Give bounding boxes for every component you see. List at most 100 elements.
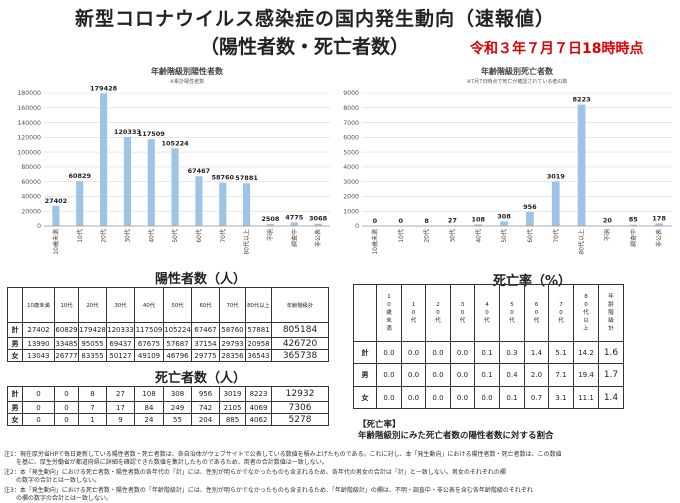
y-tick-label: 8000 (343, 105, 359, 112)
bar (526, 212, 534, 226)
table-cell: 5278 (272, 414, 329, 426)
table-cell: 179428 (79, 323, 107, 338)
table-cell: 2.0 (525, 364, 549, 387)
table-cell: 26777 (55, 350, 79, 362)
table-cell: 120333 (107, 323, 135, 338)
positive-table-heading: 陽性者数（人） (155, 268, 246, 287)
data-label: 108 (471, 215, 485, 223)
table-cell: 0 (55, 387, 79, 402)
x-tick-label: 10代 (397, 229, 405, 243)
header-corner (8, 288, 23, 323)
data-label: 179428 (90, 84, 118, 92)
column-header: 年齢階級計 (272, 288, 329, 323)
footnote-1b: を基に、厚生労働省が都道府県に詳細を確認できた数値を集計したものであるため、両者… (4, 459, 328, 467)
mortality-note-text: 年齢階級別にみた死亡者数の陽性者数に対する割合 (358, 431, 554, 442)
table-cell: 13990 (23, 338, 55, 350)
table-cell: 0 (23, 402, 55, 414)
data-label: 67467 (188, 167, 211, 175)
data-label: 0 (398, 217, 403, 225)
table-cell: 1 (79, 414, 107, 426)
table-cell: 8223 (246, 387, 272, 402)
table-cell: 95055 (79, 338, 107, 350)
table-cell: 426720 (272, 338, 329, 350)
page-subtitle: （陽性者数・死亡者数） (200, 32, 409, 59)
table-cell: 46796 (164, 350, 192, 362)
x-tick-label: 10歳未満 (52, 229, 60, 255)
x-tick-label: 調査中 (629, 229, 637, 247)
table-cell: 27 (107, 387, 135, 402)
table-cell: 0.0 (426, 364, 451, 387)
column-header: 30代 (107, 288, 135, 323)
header-corner (354, 285, 377, 342)
y-tick-label: 4000 (343, 164, 359, 171)
row-label: 男 (8, 402, 23, 414)
row-label: 男 (354, 364, 377, 387)
table-cell: 0.0 (402, 364, 426, 387)
footnote-1a: 注1：現在厚労省HPで毎日更新している陽性者数・死亡者数は、各自治体がウェブサイ… (4, 451, 562, 459)
column-header: 20代 (79, 288, 107, 323)
y-tick-label: 60000 (21, 179, 41, 186)
report-date: 令和３年７月７日18時時点 (470, 38, 643, 58)
table-cell: 12932 (272, 387, 329, 402)
x-tick-label: 20代 (423, 229, 431, 243)
data-label: 58760 (211, 174, 234, 182)
data-label: 117509 (138, 130, 166, 138)
x-tick-label: 不明 (604, 229, 611, 241)
table-cell: 29775 (192, 350, 220, 362)
data-label: 308 (497, 212, 511, 220)
data-label: 57881 (235, 174, 258, 182)
data-label: 0 (373, 217, 378, 225)
table-cell: 84 (135, 402, 164, 414)
x-tick-label: 10代 (76, 229, 84, 243)
table-cell: 0.0 (402, 387, 426, 409)
y-tick-label: 1000 (343, 208, 359, 215)
table-cell: 805184 (272, 323, 329, 338)
table-cell: 27402 (23, 323, 55, 338)
table-cell: 13043 (23, 350, 55, 362)
table-cell: 204 (192, 414, 220, 426)
table-cell: 0.0 (377, 387, 402, 409)
table-cell: 105224 (164, 323, 192, 338)
table-cell: 28356 (220, 350, 246, 362)
y-tick-label: 3000 (343, 179, 359, 186)
row-label: 計 (8, 387, 23, 402)
data-label: 8223 (573, 95, 591, 103)
y-tick-label: 100000 (17, 149, 41, 156)
table-cell: 7 (79, 402, 107, 414)
bar (552, 181, 560, 226)
x-tick-label: 40代 (147, 229, 155, 243)
x-tick-label: 80代以上 (578, 229, 586, 255)
chart-subtitle: ※累計陽性者数 (170, 78, 204, 85)
table-cell: 885 (220, 414, 246, 426)
table-cell: 3019 (220, 387, 246, 402)
table-cell: 3.1 (549, 387, 574, 409)
table-cell: 0.3 (500, 342, 525, 364)
table-cell: 49109 (135, 350, 164, 362)
x-tick-label: 調査中 (290, 229, 298, 247)
y-tick-label: 2000 (343, 194, 359, 201)
column-header: 80代以上 (246, 288, 272, 323)
row-label: 女 (8, 414, 23, 426)
x-tick-label: 60代 (526, 229, 534, 243)
x-tick-label: 60代 (195, 229, 203, 243)
table-cell: 117509 (135, 323, 164, 338)
x-tick-label: 30代 (448, 229, 456, 243)
data-label: 20 (603, 217, 613, 225)
row-label: 男 (8, 338, 23, 350)
table-cell: 1.4 (525, 342, 549, 364)
bar (243, 183, 250, 226)
table-cell: 19.4 (574, 364, 599, 387)
table-cell: 11.1 (574, 387, 599, 409)
y-tick-label: 140000 (17, 120, 41, 127)
